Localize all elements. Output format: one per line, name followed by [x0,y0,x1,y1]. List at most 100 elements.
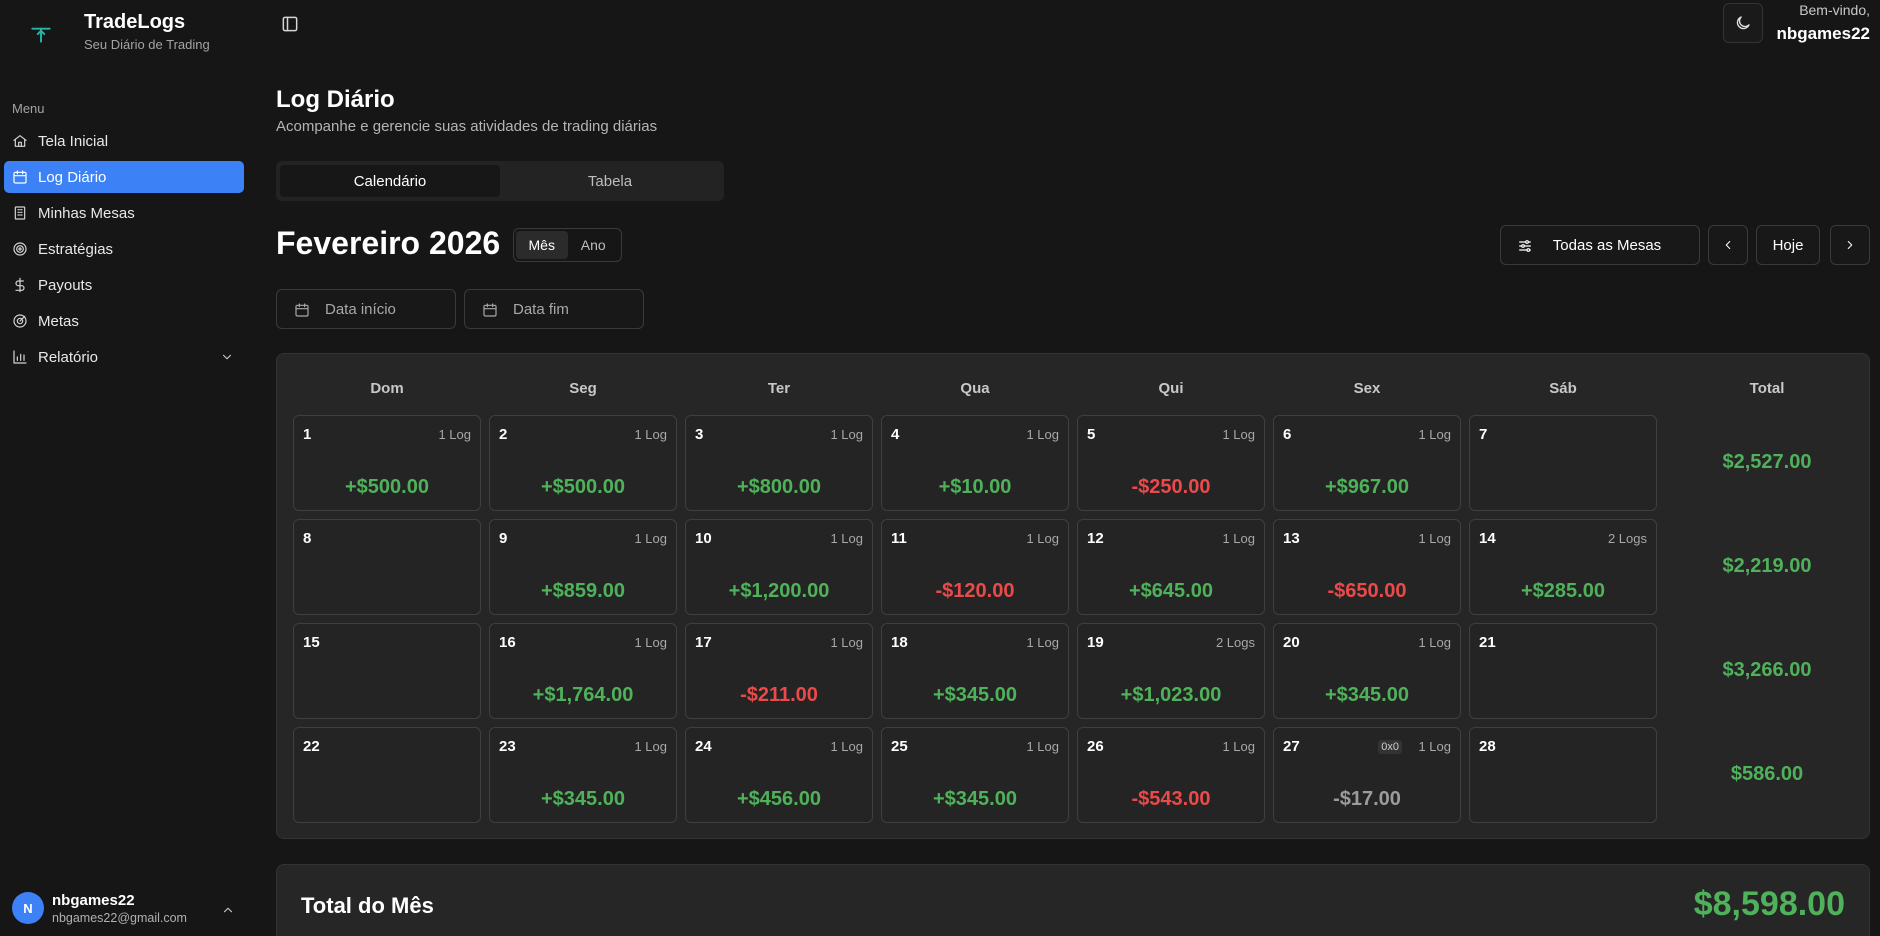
sidebar-toggle-icon[interactable] [280,14,300,34]
start-date-picker[interactable]: Data início [276,289,456,329]
day-cell[interactable]: 21 [1469,623,1657,719]
sidebar-item-estrategias[interactable]: Estratégias [4,233,244,265]
user-menu[interactable]: N nbgames22 nbgames22@gmail.com [0,886,250,936]
day-cell[interactable]: 26 1 Log -$543.00 [1077,727,1265,823]
day-cell[interactable]: 11 1 Log -$120.00 [881,519,1069,615]
day-cell[interactable]: 2 1 Log +$500.00 [489,415,677,511]
day-pnl: +$345.00 [933,788,1017,810]
sidebar-item-label: Metas [38,312,79,330]
log-count: 1 Log [830,739,863,754]
day-cell[interactable]: 8 [293,519,481,615]
day-number: 24 [695,738,712,755]
day-cell[interactable]: 20 1 Log +$345.00 [1273,623,1461,719]
end-date-placeholder: Data fim [513,300,569,318]
sidebar-item-label: Relatório [38,348,99,366]
brand-name: TradeLogs [84,11,186,33]
end-date-picker[interactable]: Data fim [464,289,644,329]
day-cell[interactable]: 27 1 Log 0x0 -$17.00 [1273,727,1461,823]
sidebar-nav: Tela Inicial Log Diário Minhas Mesas Est… [4,125,244,377]
month-total-value: $8,598.00 [1693,885,1845,923]
welcome-username: nbgames22 [1776,24,1870,43]
weekday-header: Qua [960,380,990,397]
day-cell[interactable]: 6 1 Log +$967.00 [1273,415,1461,511]
day-pnl: +$345.00 [1325,684,1409,706]
log-count: 1 Log [1222,739,1255,754]
log-count: 1 Log [1026,739,1059,754]
day-cell[interactable]: 25 1 Log +$345.00 [881,727,1069,823]
day-number: 25 [891,738,908,755]
previous-month-button[interactable] [1708,225,1748,265]
log-count: 1 Log [634,739,667,754]
sidebar-item-tela-inicial[interactable]: Tela Inicial [4,125,244,157]
day-cell[interactable]: 5 1 Log -$250.00 [1077,415,1265,511]
month-total-label: Total do Mês [301,893,434,918]
chevron-up-icon [221,903,235,917]
day-cell[interactable]: 24 1 Log +$456.00 [685,727,873,823]
sidebar-item-payouts[interactable]: Payouts [4,269,244,301]
next-month-button[interactable] [1830,225,1870,265]
day-number: 1 [303,426,312,443]
day-pnl: +$1,200.00 [728,580,830,602]
sidebar-item-minhas-mesas[interactable]: Minhas Mesas [4,197,244,229]
day-number: 4 [891,426,900,443]
log-count: 1 Log [1418,531,1451,546]
day-pnl: +$967.00 [1325,476,1409,498]
log-count: 1 Log [1222,531,1255,546]
day-pnl: -$120.00 [935,580,1015,602]
day-number: 18 [891,634,908,651]
day-pnl: +$1,023.00 [1120,684,1222,706]
tab-tabela[interactable]: Tabela [587,172,633,190]
day-number: 9 [499,530,508,547]
day-cell[interactable]: 7 [1469,415,1657,511]
account-filter-button[interactable]: Todas as Mesas [1500,225,1700,265]
period-year-option[interactable]: Ano [580,237,606,253]
trend-logo-icon [28,20,54,46]
day-pnl: +$800.00 [737,476,821,498]
log-count: 1 Log [830,531,863,546]
day-pnl: -$17.00 [1333,788,1401,810]
day-pnl: +$1,764.00 [532,684,634,706]
day-cell[interactable]: 16 1 Log +$1,764.00 [489,623,677,719]
day-pnl: +$345.00 [541,788,625,810]
chevron-right-icon [1843,238,1857,252]
user-name: nbgames22 [52,892,135,909]
account-filter-label: Todas as Mesas [1552,236,1662,254]
bar-chart-icon [12,349,28,365]
day-cell[interactable]: 28 [1469,727,1657,823]
day-cell[interactable]: 23 1 Log +$345.00 [489,727,677,823]
day-cell[interactable]: 15 [293,623,481,719]
day-cell[interactable]: 12 1 Log +$645.00 [1077,519,1265,615]
day-cell[interactable]: 19 2 Logs +$1,023.00 [1077,623,1265,719]
brand[interactable]: TradeLogs Seu Diário de Trading [0,0,250,60]
day-cell[interactable]: 17 1 Log -$211.00 [685,623,873,719]
day-cell[interactable]: 3 1 Log +$800.00 [685,415,873,511]
day-cell[interactable]: 4 1 Log +$10.00 [881,415,1069,511]
weekday-header: Sáb [1549,380,1577,397]
today-button[interactable]: Hoje [1756,225,1820,265]
period-month-option[interactable]: Mês [516,231,568,259]
chevron-down-icon[interactable] [220,350,234,364]
sidebar-item-label: Minhas Mesas [38,204,135,222]
weekday-header: Seg [569,380,597,397]
total-header: Total [1749,380,1785,397]
moon-icon [1734,14,1752,32]
sidebar-item-log-diario[interactable]: Log Diário [4,161,244,193]
sidebar-item-label: Payouts [38,276,93,294]
day-cell[interactable]: 13 1 Log -$650.00 [1273,519,1461,615]
day-cell[interactable]: 1 1 Log +$500.00 [293,415,481,511]
tab-calendario[interactable]: Calendário [280,165,500,197]
log-count: 2 Logs [1607,531,1647,546]
log-count: 1 Log [634,427,667,442]
theme-toggle-button[interactable] [1723,3,1763,43]
sidebar-item-relatorio[interactable]: Relatório [4,341,244,373]
day-cell[interactable]: 10 1 Log +$1,200.00 [685,519,873,615]
log-count: 1 Log [1026,427,1059,442]
day-cell[interactable]: 18 1 Log +$345.00 [881,623,1069,719]
day-cell[interactable]: 14 2 Logs +$285.00 [1469,519,1657,615]
calendar-icon [12,169,28,185]
log-count: 1 Log [634,531,667,546]
sidebar-item-metas[interactable]: Metas [4,305,244,337]
day-cell[interactable]: 22 [293,727,481,823]
day-cell[interactable]: 9 1 Log +$859.00 [489,519,677,615]
period-toggle: Mês Ano [513,228,622,262]
